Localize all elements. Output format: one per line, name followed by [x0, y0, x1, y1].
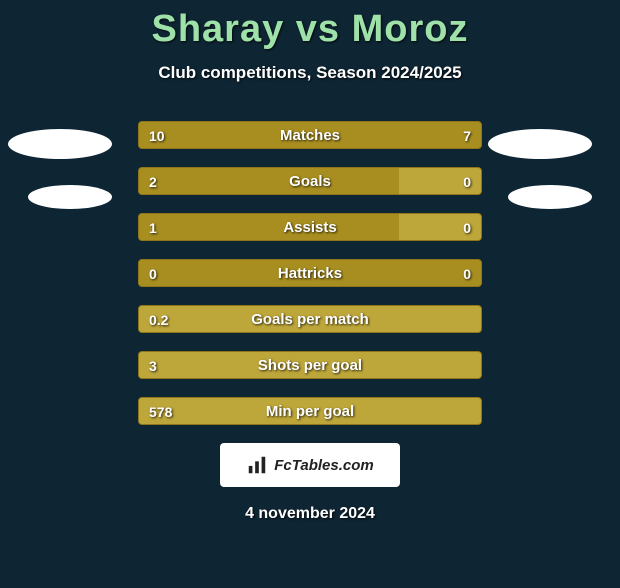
stat-row: 578Min per goal [138, 397, 482, 425]
player1-avatar-head [8, 129, 112, 159]
subtitle: Club competitions, Season 2024/2025 [0, 63, 620, 83]
vs-text: vs [296, 8, 340, 50]
stat-row: 3Shots per goal [138, 351, 482, 379]
stat-label: Hattricks [139, 260, 481, 287]
stats-container: 10Matches72Goals01Assists00Hattricks00.2… [138, 121, 482, 425]
stat-label: Shots per goal [139, 352, 481, 379]
stat-row: 1Assists0 [138, 213, 482, 241]
stat-label: Assists [139, 214, 481, 241]
badge-text: FcTables.com [274, 457, 373, 474]
stat-row: 0Hattricks0 [138, 259, 482, 287]
footer-date: 4 november 2024 [0, 505, 620, 523]
stat-label: Min per goal [139, 398, 481, 425]
page-title: Sharay vs Moroz [0, 8, 620, 51]
stat-label: Goals [139, 168, 481, 195]
stat-label: Matches [139, 122, 481, 149]
stat-value-right: 7 [463, 122, 471, 149]
bar-chart-icon [246, 454, 268, 476]
stat-value-right: 0 [463, 214, 471, 241]
stat-row: 0.2Goals per match [138, 305, 482, 333]
player1-avatar-body [28, 185, 112, 209]
player2-avatar-body [508, 185, 592, 209]
stat-row: 2Goals0 [138, 167, 482, 195]
stat-label: Goals per match [139, 306, 481, 333]
player1-name: Sharay [151, 8, 284, 50]
fctables-badge[interactable]: FcTables.com [220, 443, 400, 487]
stat-value-right: 0 [463, 260, 471, 287]
player2-avatar-head [488, 129, 592, 159]
stat-row: 10Matches7 [138, 121, 482, 149]
stat-value-right: 0 [463, 168, 471, 195]
player2-name: Moroz [352, 8, 469, 50]
